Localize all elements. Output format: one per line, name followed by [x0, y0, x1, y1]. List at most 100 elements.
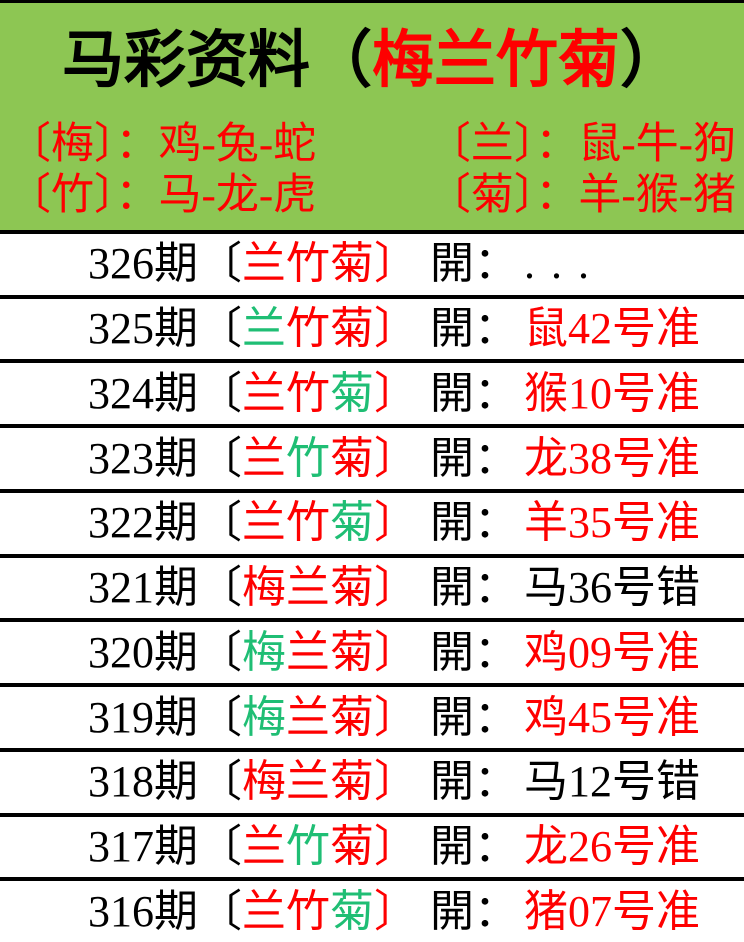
period-label: 321期: [88, 563, 198, 613]
legend-animals: 马-龙-虎: [158, 172, 317, 219]
open-bracket: 〔: [198, 692, 242, 742]
flower-char: 菊: [330, 239, 374, 289]
flower-char: 梅: [242, 692, 286, 742]
flower-char: 竹: [286, 239, 330, 289]
result-text: ...: [524, 239, 605, 289]
flower-picks: 兰竹菊: [242, 886, 374, 936]
period-label: 322期: [88, 498, 198, 548]
flower-char: 兰: [242, 498, 286, 548]
flower-char: 兰: [242, 433, 286, 483]
open-label: 開：: [430, 627, 518, 677]
flower-picks: 兰竹菊: [242, 242, 374, 286]
flower-char: 梅: [242, 563, 286, 613]
header-banner: 马彩资料（梅兰竹菊） 〔梅〕：鸡-兔-蛇 〔兰〕：鼠-牛-狗 〔竹〕：马-龙-虎…: [0, 0, 744, 230]
close-bracket: 〕: [374, 563, 418, 613]
close-bracket: 〕: [374, 627, 418, 677]
open-bracket: 〔: [198, 821, 242, 871]
history-row: 324期〔兰竹菊〕開： 猴10号准: [0, 359, 744, 425]
history-row: 320期〔梅兰菊〕開： 鸡09号准: [0, 618, 744, 684]
open-bracket: 〔: [198, 239, 242, 289]
flower-char: 竹: [286, 368, 330, 418]
history-row: 325期〔兰竹菊〕開： 鼠42号准: [0, 294, 744, 360]
flower-legend: 〔梅〕：鸡-兔-蛇 〔兰〕：鼠-牛-狗 〔竹〕：马-龙-虎 〔菊〕：羊-猴-猪: [0, 119, 744, 221]
history-row: 322期〔兰竹菊〕開： 羊35号准: [0, 488, 744, 554]
history-row: 323期〔兰竹菊〕開： 龙38号准: [0, 424, 744, 489]
flower-char: 菊: [330, 304, 374, 354]
flower-char: 兰: [242, 821, 286, 871]
flower-picks: 梅兰菊: [242, 760, 374, 804]
period-label: 319期: [88, 692, 198, 742]
open-label: 開：: [430, 757, 518, 807]
legend-animals: 鸡-兔-蛇: [158, 121, 317, 168]
result-text: 羊35号准: [524, 498, 700, 548]
page-title: 马彩资料（梅兰竹菊）: [0, 3, 744, 109]
legend-item-ju: 〔菊〕：羊-猴-猪: [428, 170, 736, 221]
flower-picks: 兰竹菊: [242, 433, 374, 483]
legend-line-1: 〔梅〕：鸡-兔-蛇 〔兰〕：鼠-牛-狗: [8, 119, 736, 170]
flower-char: 兰: [242, 239, 286, 289]
flower-char: 竹: [286, 821, 330, 871]
open-bracket: 〔: [198, 368, 242, 418]
close-bracket: 〕: [374, 433, 418, 483]
result-text: 马12号错: [524, 757, 700, 807]
open-label: 開：: [430, 368, 518, 418]
flower-char: 菊: [330, 563, 374, 613]
flower-char: 兰: [286, 757, 330, 807]
close-bracket: 〕: [374, 498, 418, 548]
period-label: 325期: [88, 304, 198, 354]
title-prefix: 马彩资料（: [61, 27, 372, 95]
open-bracket: 〔: [198, 563, 242, 613]
legend-item-zhu: 〔竹〕：马-龙-虎: [8, 170, 316, 221]
result-text: 龙38号准: [524, 433, 700, 483]
flower-char: 兰: [242, 886, 286, 936]
close-bracket: 〕: [374, 821, 418, 871]
open-label: 開：: [430, 239, 518, 289]
legend-animals: 鼠-牛-狗: [578, 121, 736, 168]
legend-tag: 〔梅〕：: [8, 121, 159, 168]
flower-picks: 兰竹菊: [242, 307, 374, 351]
flower-char: 竹: [286, 886, 330, 936]
legend-item-lan: 〔兰〕：鼠-牛-狗: [428, 119, 736, 170]
legend-tag: 〔竹〕：: [8, 172, 159, 219]
open-label: 開：: [430, 498, 518, 548]
flower-char: 兰: [286, 563, 330, 613]
open-label: 開：: [430, 886, 518, 936]
open-label: 開：: [430, 821, 518, 871]
period-label: 323期: [88, 433, 198, 483]
close-bracket: 〕: [374, 692, 418, 742]
flower-picks: 兰竹菊: [242, 501, 374, 545]
flower-char: 菊: [330, 757, 374, 807]
open-label: 開：: [430, 433, 518, 483]
flower-char: 兰: [286, 692, 330, 742]
history-row: 321期〔梅兰菊〕開： 马36号错: [0, 553, 744, 619]
title-suffix: ）: [620, 27, 683, 95]
close-bracket: 〕: [374, 368, 418, 418]
flower-char: 兰: [242, 368, 286, 418]
open-bracket: 〔: [198, 304, 242, 354]
flower-char: 菊: [330, 627, 374, 677]
close-bracket: 〕: [374, 304, 418, 354]
period-label: 317期: [88, 821, 198, 871]
close-bracket: 〕: [374, 239, 418, 289]
result-text: 猪07号准: [524, 886, 700, 936]
flower-char: 菊: [330, 821, 374, 871]
result-text: 马36号错: [524, 563, 700, 613]
legend-item-mei: 〔梅〕：鸡-兔-蛇: [8, 119, 316, 170]
history-row: 317期〔兰竹菊〕開： 龙26号准: [0, 812, 744, 878]
result-text: 鸡09号准: [524, 627, 700, 677]
flower-char: 竹: [286, 304, 330, 354]
flower-char: 菊: [330, 433, 374, 483]
open-bracket: 〔: [198, 433, 242, 483]
history-row: 326期〔兰竹菊〕開：...: [0, 230, 744, 295]
period-label: 318期: [88, 757, 198, 807]
history-row: 316期〔兰竹菊〕開： 猪07号准: [0, 877, 744, 942]
history-row: 318期〔梅兰菊〕開： 马12号错: [0, 747, 744, 813]
legend-line-2: 〔竹〕：马-龙-虎 〔菊〕：羊-猴-猪: [8, 170, 736, 221]
flower-char: 菊: [330, 368, 374, 418]
close-bracket: 〕: [374, 757, 418, 807]
open-label: 開：: [430, 563, 518, 613]
flower-picks: 兰竹菊: [242, 368, 374, 418]
result-text: 猴10号准: [524, 368, 700, 418]
period-label: 316期: [88, 886, 198, 936]
flower-char: 菊: [330, 886, 374, 936]
